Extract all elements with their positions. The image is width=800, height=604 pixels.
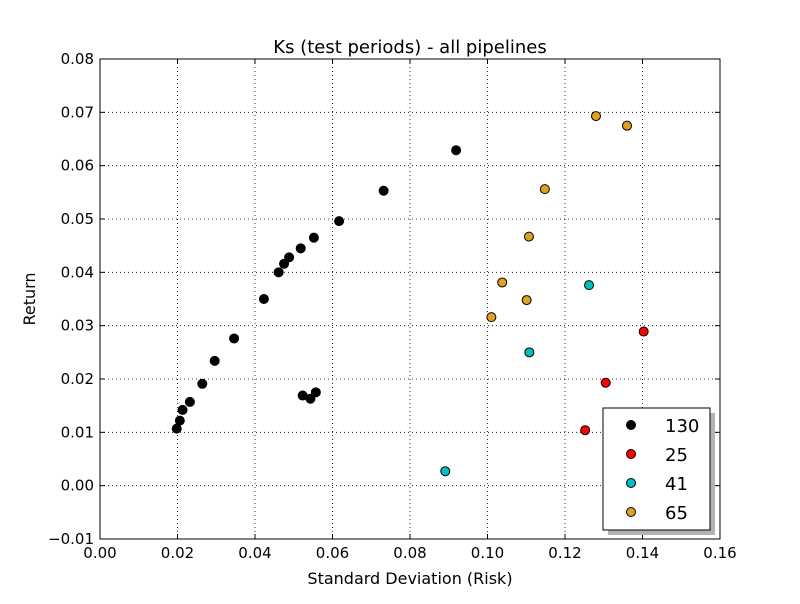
y-tick-label: 0.02 [61, 370, 94, 388]
data-point-series-130 [273, 267, 284, 278]
data-point-series-130 [177, 404, 188, 415]
y-tick-label: 0.01 [61, 423, 94, 441]
data-point-series-130 [197, 378, 208, 389]
x-tick-label: 0.12 [548, 544, 581, 562]
data-point-series-130 [305, 393, 316, 404]
data-point-series-65 [539, 184, 550, 195]
legend-marker-130 [626, 420, 636, 430]
y-axis-label: Return [20, 272, 39, 325]
y-tick-label: 0.03 [61, 317, 94, 335]
data-point-series-41 [524, 347, 535, 358]
x-tick-label: 0.10 [471, 544, 504, 562]
x-tick-label: 0.00 [83, 544, 116, 562]
axis-ticks: 0.00 0.02 0.04 0.06 0.08 0.10 0.12 0.14 0.16 −0.0… [48, 50, 737, 562]
data-point-series-130 [184, 396, 195, 407]
data-point-series-130 [295, 243, 306, 254]
legend-marker-65 [626, 507, 636, 517]
legend-marker-41 [626, 478, 636, 488]
y-tick-label: 0.05 [61, 210, 94, 228]
legend-label: 41 [665, 474, 688, 495]
data-point-series-130 [174, 415, 185, 426]
data-point-series-130 [308, 232, 319, 243]
legend-label: 65 [665, 503, 688, 524]
data-point-series-130 [209, 355, 220, 366]
data-point-series-130 [334, 216, 345, 227]
chart-title: Ks (test periods) - all pipelines [273, 37, 546, 58]
data-point-series-130 [258, 294, 269, 304]
data-point-series-65 [486, 312, 497, 323]
x-tick-label: 0.02 [161, 544, 194, 562]
data-point-series-65 [622, 120, 632, 131]
data-point-series-41 [440, 466, 451, 477]
data-point-series-25 [600, 377, 611, 388]
data-points [171, 111, 649, 477]
y-tick-label: −0.01 [48, 530, 94, 548]
data-point-series-41 [584, 280, 595, 291]
legend-label: 25 [665, 445, 688, 466]
data-point-series-25 [638, 326, 649, 337]
x-tick-label: 0.06 [316, 544, 349, 562]
data-point-series-130 [451, 145, 462, 156]
legend-label: 130 [665, 416, 699, 437]
data-point-series-65 [497, 277, 508, 288]
grid [100, 59, 720, 539]
data-point-series-130 [310, 387, 321, 398]
x-tick-label: 0.16 [703, 544, 736, 562]
data-point-series-25 [580, 425, 591, 436]
y-tick-label: 0.04 [61, 263, 94, 281]
legend-box [602, 407, 711, 531]
x-tick-label: 0.08 [393, 544, 426, 562]
legend: 130 25 41 65 [602, 407, 715, 535]
y-tick-label: 0.00 [61, 477, 94, 495]
data-point-series-65 [591, 111, 601, 122]
y-tick-label: 0.06 [61, 157, 94, 175]
x-tick-label: 0.04 [238, 544, 271, 562]
y-tick-label: 0.07 [61, 103, 94, 121]
data-point-series-130 [284, 252, 295, 263]
plot-frame [99, 58, 721, 540]
y-tick-label: 0.08 [61, 50, 94, 68]
data-point-series-130 [229, 333, 240, 344]
legend-marker-25 [626, 449, 636, 459]
x-axis-label: Standard Deviation (Risk) [307, 569, 512, 588]
data-point-series-65 [523, 231, 534, 242]
data-point-series-130 [378, 185, 389, 196]
data-point-series-65 [521, 295, 532, 306]
x-tick-label: 0.14 [626, 544, 659, 562]
